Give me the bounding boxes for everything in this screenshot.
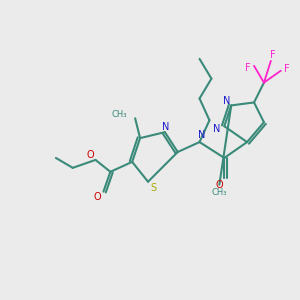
Text: N: N <box>162 122 169 132</box>
Text: F: F <box>245 63 251 73</box>
Text: N: N <box>213 124 220 134</box>
Text: N: N <box>223 97 230 106</box>
Text: F: F <box>284 64 290 74</box>
Text: F: F <box>270 50 276 60</box>
Text: O: O <box>94 192 101 202</box>
Text: CH₃: CH₃ <box>112 110 127 119</box>
Text: CH₃: CH₃ <box>212 188 227 197</box>
Text: O: O <box>215 180 223 190</box>
Text: N: N <box>198 130 205 140</box>
Text: S: S <box>150 183 156 193</box>
Text: O: O <box>87 150 94 160</box>
